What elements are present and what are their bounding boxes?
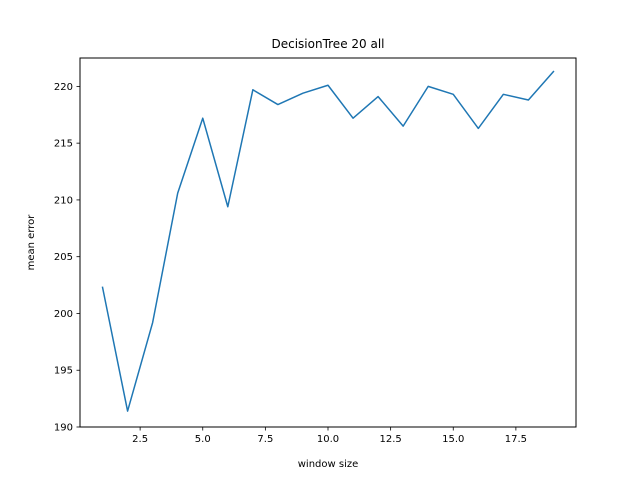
y-tick-label: 205 [54, 252, 73, 263]
x-tick-label: 7.5 [257, 434, 273, 445]
x-tick-label: 12.5 [379, 434, 401, 445]
y-tick-label: 215 [54, 139, 73, 150]
series-line-0 [101, 70, 555, 412]
plot-area [101, 70, 555, 412]
y-tick-label: 195 [54, 366, 73, 377]
x-tick-label: 5.0 [195, 434, 211, 445]
y-axis-label: mean error [26, 214, 37, 271]
y-tick-label: 210 [54, 195, 73, 206]
x-axis-label: window size [298, 459, 359, 470]
y-axis: 190 195 200 205 210 215 220 [54, 82, 80, 434]
plot-frame [79, 57, 577, 428]
x-tick-label: 2.5 [132, 434, 148, 445]
chart-title: DecisionTree 20 all [271, 37, 384, 51]
y-tick-label: 190 [54, 423, 73, 434]
y-tick-label: 220 [54, 82, 73, 93]
x-axis: 2.5 5.0 7.5 10.0 12.5 15.0 17.5 [132, 427, 527, 445]
x-tick-label: 15.0 [442, 434, 464, 445]
x-tick-label: 10.0 [317, 434, 339, 445]
y-tick-label: 200 [54, 309, 73, 320]
x-tick-label: 17.5 [505, 434, 527, 445]
